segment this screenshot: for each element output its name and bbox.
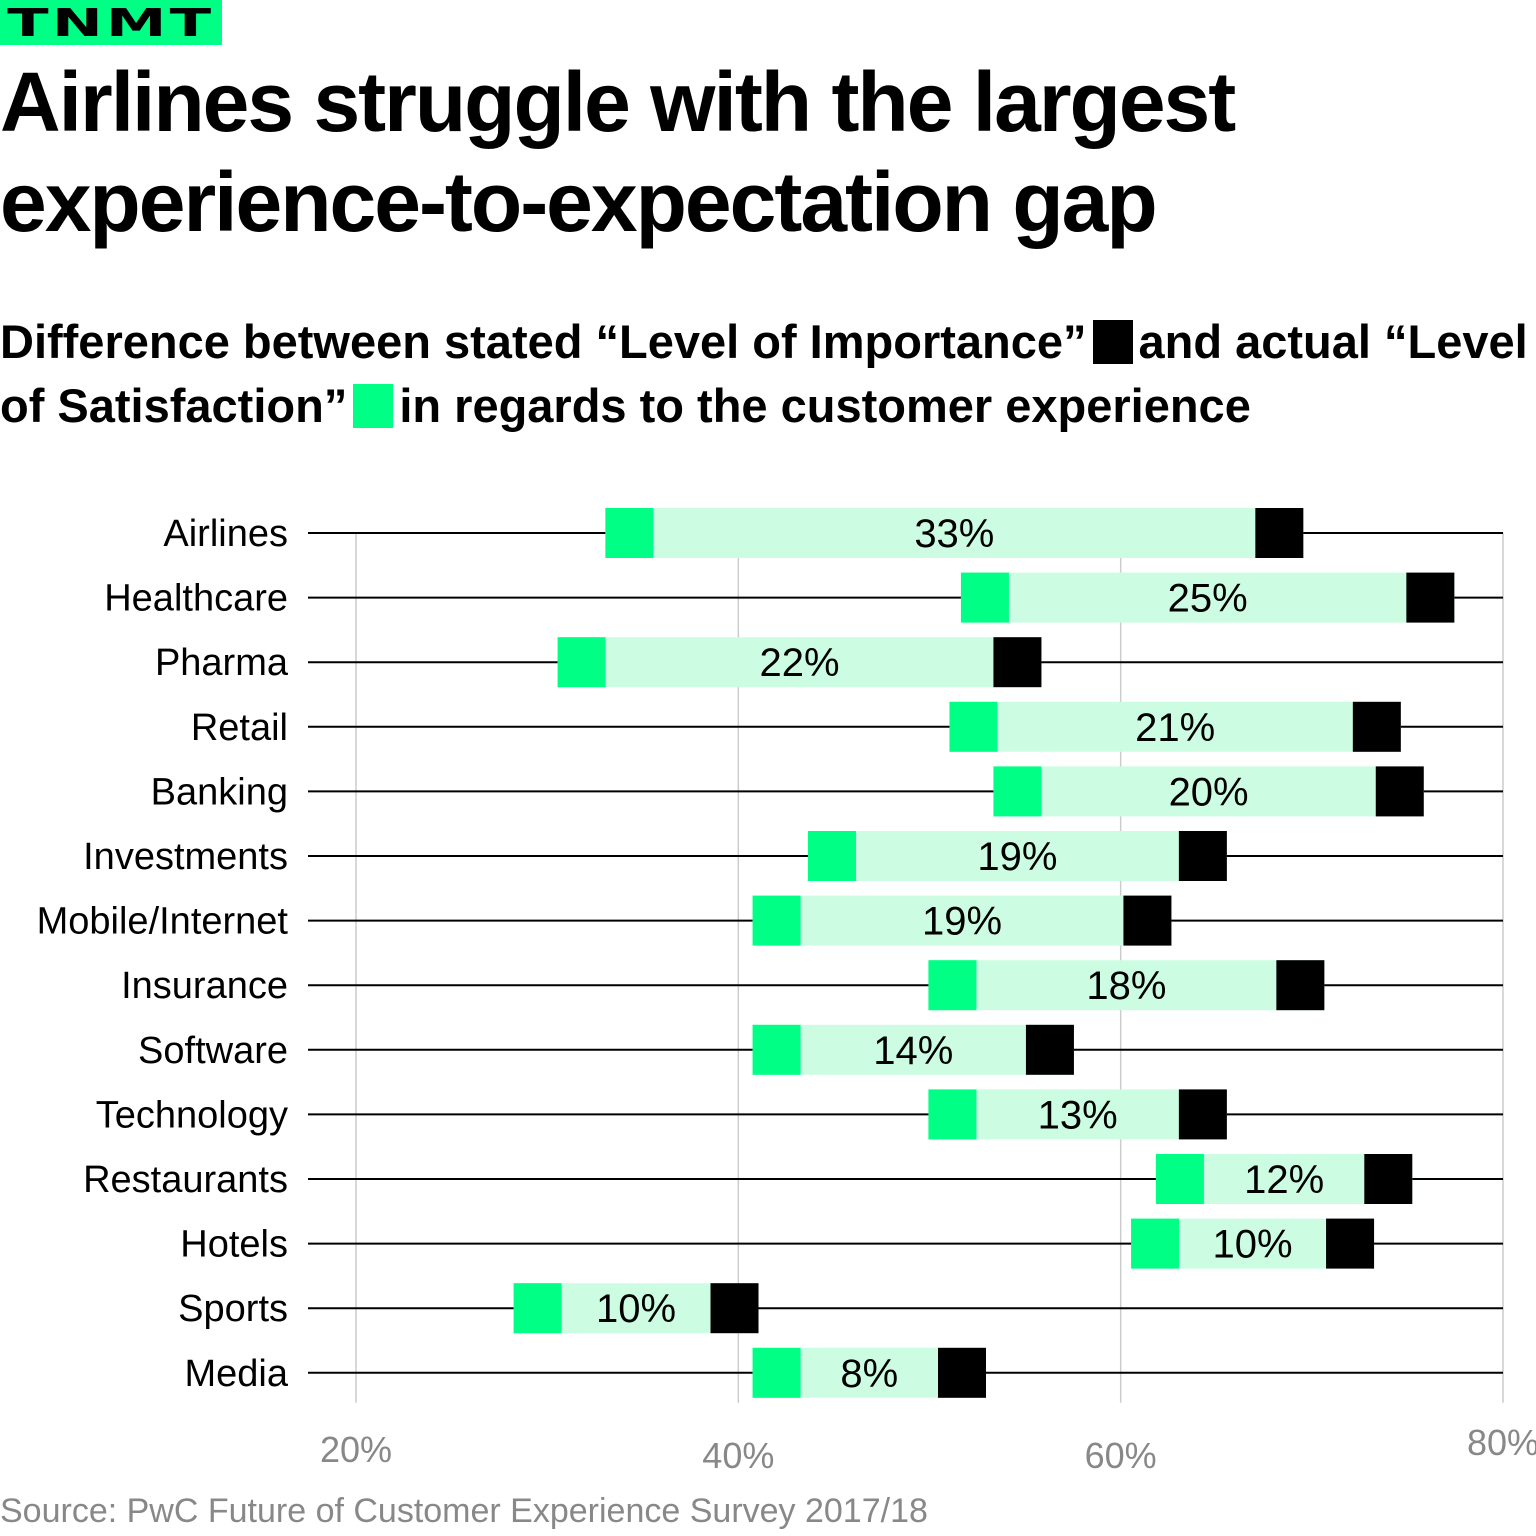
satisfaction-marker [1155, 1154, 1204, 1204]
satisfaction-marker [513, 1283, 562, 1334]
importance-marker [1123, 895, 1172, 946]
importance-marker [1025, 1024, 1074, 1075]
x-tick-label: 20% [320, 1429, 392, 1470]
category-label: Airlines [163, 513, 288, 555]
category-label: Hotels [180, 1224, 288, 1266]
satisfaction-marker [557, 637, 606, 688]
brand-logo: TNMT [0, 0, 222, 45]
importance-marker [993, 637, 1042, 688]
gap-label: 25% [1168, 577, 1248, 621]
gap-label: 19% [977, 835, 1057, 879]
satisfaction-marker [928, 960, 977, 1011]
importance-marker [1364, 1154, 1413, 1204]
category-label: Technology [96, 1094, 288, 1136]
satisfaction-marker [1131, 1218, 1180, 1269]
category-label: Sports [178, 1288, 288, 1330]
satisfaction-marker [752, 895, 801, 946]
gap-label: 18% [1086, 964, 1166, 1008]
x-tick-label: 60% [1085, 1435, 1157, 1476]
category-label: Banking [151, 771, 288, 813]
importance-marker [1178, 1089, 1227, 1140]
legend-satisfaction-swatch [353, 384, 394, 428]
importance-marker [1326, 1218, 1375, 1269]
gap-bar [808, 831, 1227, 881]
importance-marker [1255, 508, 1304, 558]
importance-marker [1406, 572, 1455, 623]
satisfaction-marker [993, 766, 1042, 817]
satisfaction-marker [605, 508, 654, 558]
gap-label: 8% [840, 1352, 898, 1396]
gap-bar [605, 508, 1304, 558]
gap-label: 14% [873, 1029, 953, 1073]
satisfaction-marker [928, 1089, 977, 1140]
category-label: Media [185, 1353, 289, 1395]
gap-label: 10% [1213, 1223, 1293, 1267]
subtitle-part2: and actual “Level of Satisfaction” [0, 315, 1528, 432]
source-note: Source: PwC Future of Customer Experienc… [0, 1492, 928, 1530]
gap-bar [960, 572, 1455, 623]
category-label: Retail [191, 707, 288, 749]
chart-title: Airlines struggle with the largest exper… [0, 55, 1236, 249]
gap-label: 21% [1135, 706, 1215, 750]
gap-label: 19% [922, 900, 1002, 944]
gap-label: 33% [914, 512, 994, 556]
gap-label: 10% [596, 1287, 676, 1331]
gap-bar [752, 1024, 1074, 1075]
x-tick-label: 80% [1467, 1422, 1536, 1463]
category-label: Pharma [155, 642, 289, 684]
importance-marker [1276, 960, 1325, 1011]
chart-subtitle: Difference between stated “Level of Impo… [0, 310, 1536, 438]
satisfaction-marker [752, 1347, 801, 1398]
satisfaction-marker [960, 572, 1009, 623]
category-label: Software [138, 1030, 288, 1072]
importance-marker [1375, 766, 1424, 817]
satisfaction-marker [752, 1024, 801, 1075]
category-label: Mobile/Internet [37, 901, 289, 943]
gap-label: 13% [1038, 1093, 1118, 1137]
gap-bar [993, 766, 1424, 817]
gap-bar [949, 701, 1401, 752]
gap-label: 22% [759, 641, 839, 685]
gap-bar [752, 895, 1172, 946]
category-label: Investments [83, 836, 288, 878]
gap-label: 20% [1169, 770, 1249, 814]
satisfaction-marker [808, 831, 857, 881]
gap-bar [928, 1089, 1227, 1140]
importance-marker [937, 1347, 986, 1398]
gap-label: 12% [1244, 1158, 1324, 1202]
subtitle-part3: in regards to the customer experience [399, 379, 1251, 432]
legend-importance-swatch [1092, 320, 1133, 364]
importance-marker [1178, 831, 1227, 881]
importance-marker [1352, 701, 1401, 752]
category-label: Restaurants [83, 1159, 288, 1201]
importance-marker [710, 1283, 759, 1334]
category-label: Insurance [121, 965, 288, 1007]
gap-bar [557, 637, 1042, 688]
x-tick-label: 40% [702, 1435, 774, 1476]
subtitle-part1: Difference between stated “Level of Impo… [0, 315, 1087, 368]
satisfaction-marker [949, 701, 998, 752]
category-label: Healthcare [104, 578, 288, 620]
gap-bar [928, 960, 1325, 1011]
